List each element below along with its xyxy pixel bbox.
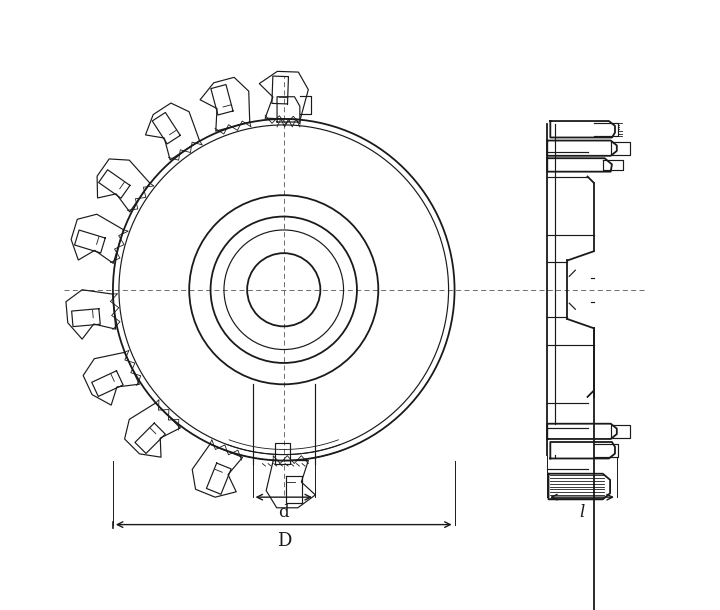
Text: l: l	[580, 504, 585, 522]
Text: d: d	[279, 504, 289, 522]
Text: D: D	[276, 532, 291, 550]
